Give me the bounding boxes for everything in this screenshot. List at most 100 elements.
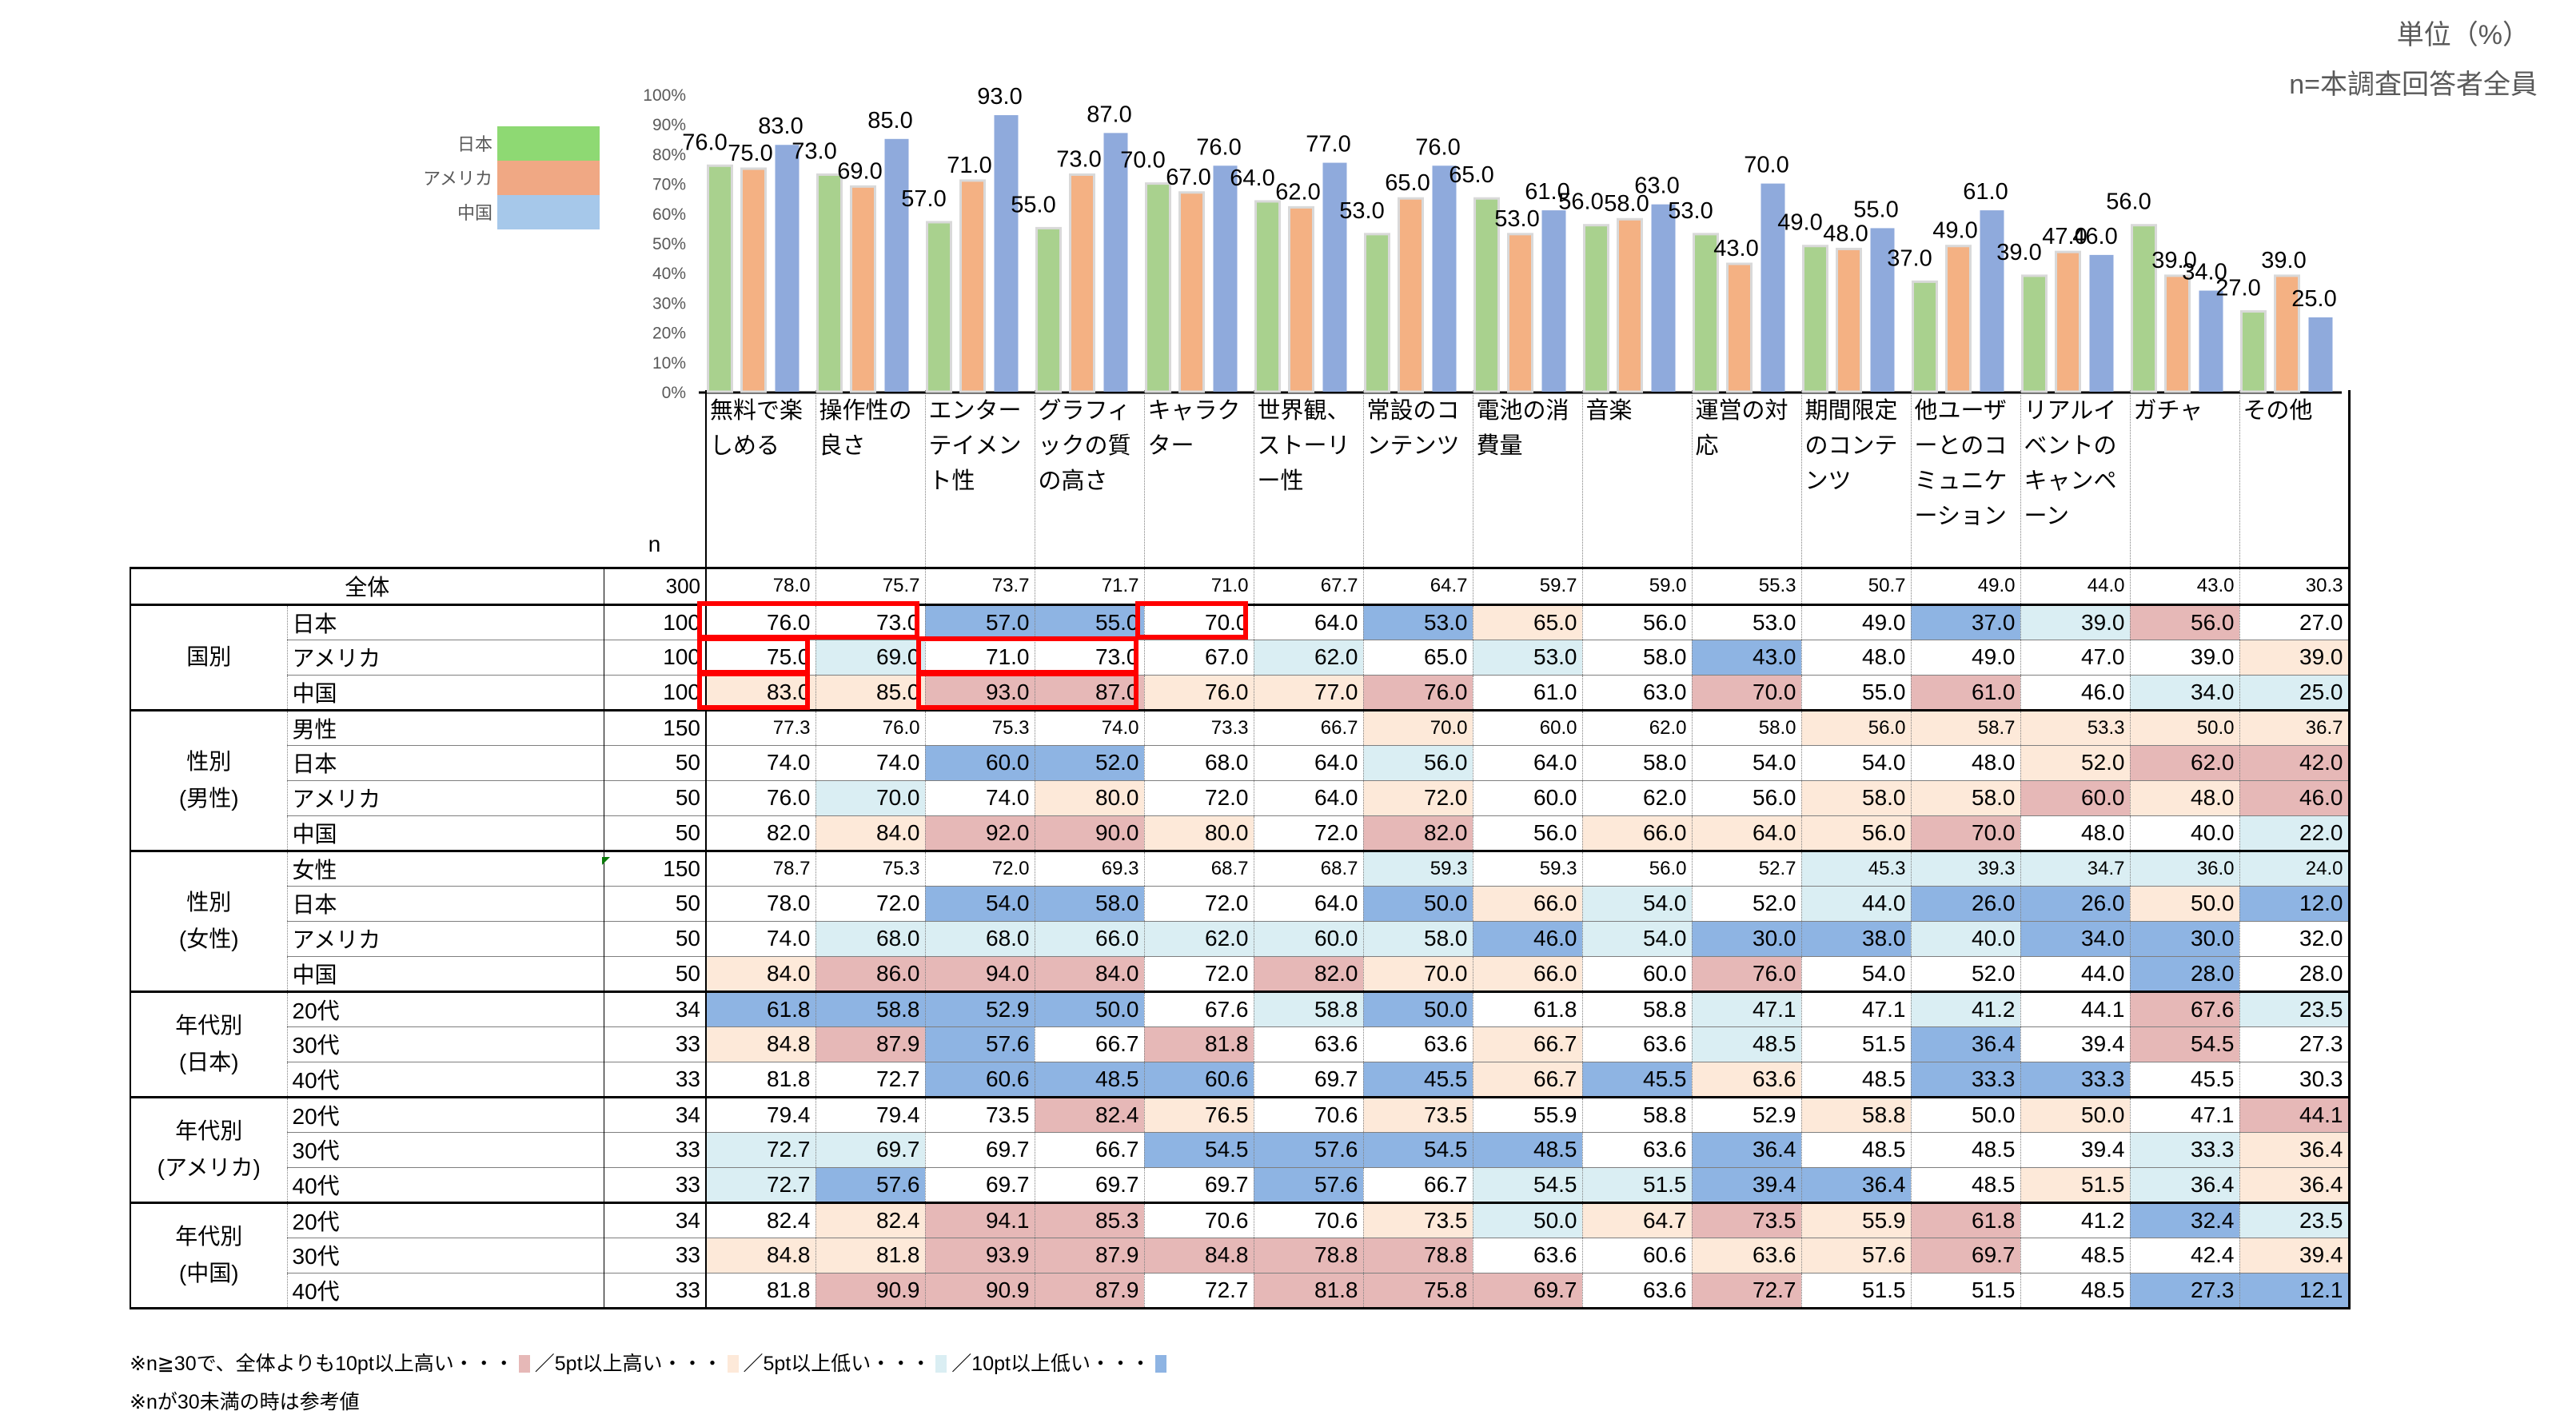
table-cell: 60.0	[1581, 955, 1693, 991]
row-label: 20代	[287, 990, 604, 1026]
row-n: 34	[604, 1095, 707, 1132]
table-cell: 51.5	[1800, 1272, 1912, 1309]
table-cell: 74.0	[924, 779, 1035, 815]
row-label: アメリカ	[287, 639, 604, 675]
bar-japan	[707, 164, 733, 393]
table-cell: 63.6	[1581, 1026, 1693, 1062]
row-label: 全体	[130, 566, 604, 604]
table-cell: 69.7	[815, 1131, 926, 1167]
table-cell: 24.0	[2239, 849, 2351, 886]
table-row: 中国 50 82.0 84.0 92.0 90.0 80.0 72.0 82.0 56.0 66.0…	[130, 815, 2351, 851]
table-cell: 73.5	[1691, 1201, 1802, 1238]
table-cell: 74.0	[815, 744, 926, 780]
table-cell: 82.0	[1362, 815, 1473, 851]
legend-swatch	[497, 195, 600, 229]
row-label: 30代	[287, 1131, 604, 1167]
table-cell: 80.0	[1143, 815, 1254, 851]
table-cell: 58.0	[1581, 639, 1693, 675]
data-label: 93.0	[977, 84, 1022, 110]
bar-japan	[926, 221, 952, 393]
table-cell: 39.4	[2239, 1237, 2351, 1273]
table-cell: 76.5	[1143, 1095, 1254, 1132]
table-cell: 54.0	[1691, 744, 1802, 780]
table-row: 中国 100 83.0 85.0 93.0 87.0 76.0 77.0 76.0 61.0 63.…	[130, 674, 2351, 710]
table-cell: 60.6	[1581, 1237, 1693, 1273]
table-cell: 22.0	[2239, 815, 2351, 851]
data-label: 53.0	[1668, 198, 1713, 224]
table-row: 日本 50 78.0 72.0 54.0 58.0 72.0 64.0 50.0 66.0 54.0…	[130, 885, 2351, 921]
table-cell: 69.7	[1910, 1237, 2021, 1273]
bar-america	[740, 167, 767, 393]
table-cell: 77.3	[705, 708, 816, 745]
table-cell: 69.7	[1472, 1272, 1583, 1309]
table-cell: 56.0	[1581, 603, 1693, 640]
data-label: 58.0	[1604, 191, 1649, 217]
table-cell: 63.6	[1362, 1026, 1473, 1062]
bar-china	[2199, 290, 2223, 392]
table-cell: 53.0	[1362, 603, 1473, 640]
row-n: 50	[604, 779, 707, 815]
table-cell: 66.7	[1253, 708, 1364, 745]
bar-china	[1980, 210, 2004, 392]
table-cell: 70.0	[1362, 708, 1473, 745]
table-cell: 46.0	[2239, 779, 2351, 815]
table-cell: 73.7	[924, 566, 1035, 604]
table-row: 日本 50 74.0 74.0 60.0 52.0 68.0 64.0 56.0 64.0 58.0…	[130, 744, 2351, 780]
row-n: 33	[604, 1272, 707, 1309]
row-n: 33	[604, 1061, 707, 1097]
table-cell: 63.6	[1581, 1131, 1693, 1167]
bar-japan	[2131, 224, 2157, 393]
bar-china	[1103, 133, 1128, 393]
table-row: 中国 50 84.0 86.0 94.0 84.0 72.0 82.0 70.0 66.0 60.0…	[130, 955, 2351, 991]
table-cell: 26.0	[2020, 885, 2131, 921]
row-label: 日本	[287, 885, 604, 921]
table-cell: 70.0	[1910, 815, 2021, 851]
table-cell: 57.6	[1253, 1166, 1364, 1202]
table-cell: 84.0	[705, 955, 816, 991]
data-label: 87.0	[1087, 102, 1131, 127]
table-cell: 33.3	[2129, 1131, 2240, 1167]
row-label: 男性	[287, 708, 604, 745]
bar-china	[1870, 228, 1895, 392]
bar-america	[2274, 274, 2300, 393]
row-label: アメリカ	[287, 779, 604, 815]
table-cell: 75.8	[1362, 1272, 1473, 1309]
data-label: 75.0	[728, 141, 772, 166]
column-header: エンターテイメント性	[924, 390, 1035, 568]
table-cell: 37.0	[1910, 603, 2021, 640]
bar-china	[994, 115, 1019, 393]
table-cell: 72.7	[815, 1061, 926, 1097]
table-cell: 40.0	[1910, 920, 2021, 956]
bar-america	[959, 179, 986, 393]
row-label: 中国	[287, 955, 604, 991]
row-label: 女性	[287, 849, 604, 886]
table-cell: 63.6	[1691, 1237, 1802, 1273]
table-cell: 55.0	[1800, 674, 1912, 710]
table-cell: 56.0	[1800, 708, 1912, 745]
table-cell: 86.0	[815, 955, 926, 991]
table-cell: 71.0	[1143, 566, 1254, 604]
table-cell: 71.7	[1034, 566, 1145, 604]
group-label: 年代別 (アメリカ)	[130, 1095, 288, 1202]
data-label: 37.0	[1887, 245, 1932, 271]
table-cell: 49.0	[1800, 603, 1912, 640]
table-cell: 78.7	[705, 849, 816, 886]
table-row: 国別 日本 100 76.0 73.0 57.0 55.0 70.0 64.0 53.0 65.0 5…	[130, 603, 2351, 710]
table-cell: 76.0	[705, 779, 816, 815]
table-cell: 66.7	[1034, 1026, 1145, 1062]
table-cell: 82.4	[1034, 1095, 1145, 1132]
table-cell: 72.0	[1362, 779, 1473, 815]
table-row: 40代 33 72.7 57.6 69.7 69.7 69.7 57.6 66.7 54.5 51.…	[130, 1166, 2351, 1202]
row-n: 100	[604, 674, 707, 710]
table-cell: 84.8	[705, 1026, 816, 1062]
table-cell: 58.0	[1034, 885, 1145, 921]
row-n: 50	[604, 955, 707, 991]
table-cell: 68.0	[815, 920, 926, 956]
table-cell: 94.0	[924, 955, 1035, 991]
table-cell: 32.0	[2239, 920, 2351, 956]
table-cell: 33.3	[2020, 1061, 2131, 1097]
data-label: 56.0	[2106, 189, 2151, 215]
table-cell: 40.0	[2129, 815, 2240, 851]
table-cell: 72.0	[1143, 779, 1254, 815]
table-cell: 56.0	[1472, 815, 1583, 851]
